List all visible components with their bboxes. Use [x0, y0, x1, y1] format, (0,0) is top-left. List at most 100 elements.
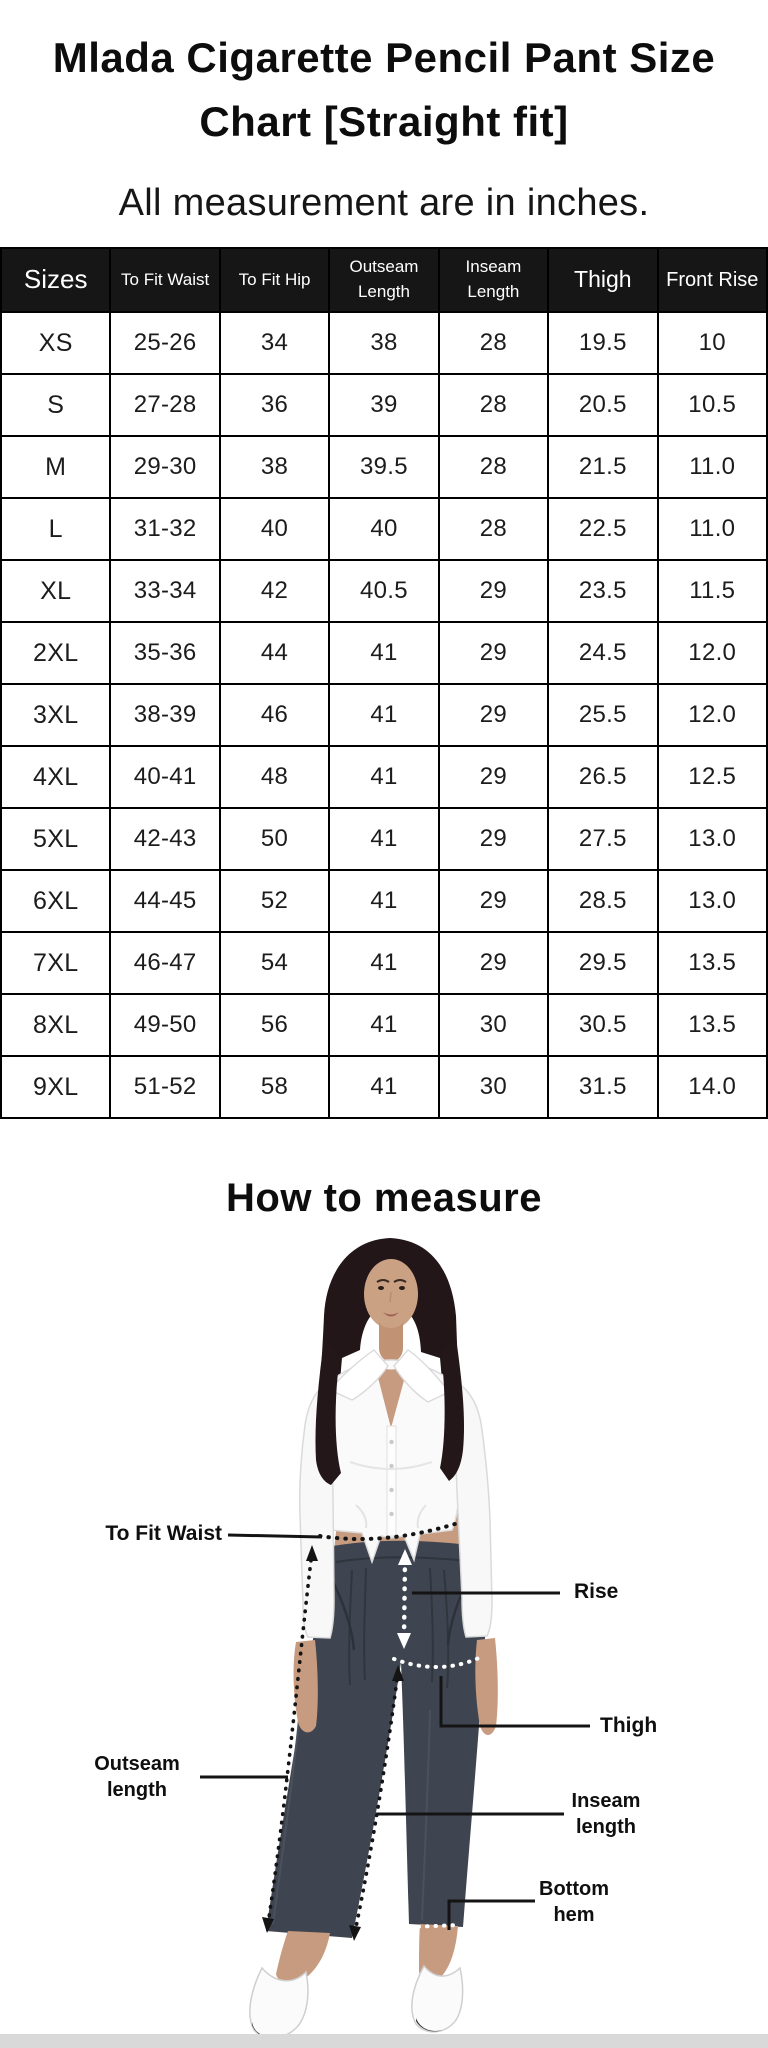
measurement-value: 28.5	[547, 869, 659, 933]
measurement-value: 25.5	[547, 683, 659, 747]
measurement-value: 29	[437, 745, 550, 809]
measurement-value: 50	[218, 807, 331, 871]
size-label: 9XL	[0, 1055, 112, 1119]
measurement-value: 23.5	[547, 559, 659, 623]
measurement-value: 41	[328, 621, 440, 685]
to-fit-waist-label: To Fit Waist	[105, 1522, 222, 1545]
size-label: S	[0, 373, 112, 437]
measurement-value: 24.5	[547, 621, 659, 685]
measurement-value: 46	[218, 683, 331, 747]
size-label: 4XL	[0, 745, 112, 809]
size-label: 2XL	[0, 621, 112, 685]
size-label: 7XL	[0, 931, 112, 995]
ankles	[276, 1924, 458, 1985]
measurement-value: 38-39	[109, 683, 221, 747]
measurement-value: 36	[218, 373, 331, 437]
measurement-value: 29	[437, 931, 550, 995]
measurement-value: 26.5	[547, 745, 659, 809]
inseam-length-label: Inseam length	[571, 1790, 641, 1838]
header-row: Sizes To Fit Waist To Fit Hip Outseam Lengt…	[0, 247, 768, 313]
thigh-label: Thigh	[600, 1714, 658, 1737]
measurement-value: 19.5	[547, 311, 659, 375]
table-row-4xl: 4XL 40-41 48 41 29 26.5 12.5	[0, 745, 768, 809]
pants	[266, 1540, 486, 1938]
measurement-value: 41	[328, 993, 440, 1057]
column-header-outseam-length: Outseam Length	[328, 247, 440, 313]
measurement-value: 13.5	[656, 931, 768, 995]
measurement-value: 29	[437, 807, 550, 871]
measurement-value: 52	[218, 869, 331, 933]
table-row-xl: XL 33-34 42 40.5 29 23.5 11.5	[0, 559, 768, 623]
measurement-value: 51-52	[109, 1055, 221, 1119]
measurement-value: 13.5	[656, 993, 768, 1057]
column-header-inseam-length: Inseam Length	[437, 247, 550, 313]
bottom-hem-dotted-line	[408, 1923, 462, 1929]
table-row-3xl: 3XL 38-39 46 41 29 25.5 12.0	[0, 683, 768, 747]
measurement-value: 40	[218, 497, 331, 561]
table-row-5xl: 5XL 42-43 50 41 29 27.5 13.0	[0, 807, 768, 871]
measurement-value: 11.5	[656, 559, 768, 623]
measurement-value: 40	[328, 497, 440, 561]
measurement-value: 28	[437, 373, 550, 437]
table-row-7xl: 7XL 46-47 54 41 29 29.5 13.5	[0, 931, 768, 995]
measurement-value: 41	[328, 931, 440, 995]
measurement-value: 42	[218, 559, 331, 623]
size-label: 3XL	[0, 683, 112, 747]
table-row-8xl: 8XL 49-50 56 41 30 30.5 13.5	[0, 993, 768, 1057]
measurement-value: 58	[218, 1055, 331, 1119]
measurement-value: 54	[218, 931, 331, 995]
table-row-9xl: 9XL 51-52 58 41 30 31.5 14.0	[0, 1055, 768, 1119]
hair-front-strands	[315, 1338, 465, 1485]
thigh-dotted-line	[392, 1655, 483, 1669]
column-header-to-fit-waist: To Fit Waist	[109, 247, 221, 313]
size-label: 8XL	[0, 993, 112, 1057]
rise-label: Rise	[574, 1580, 619, 1603]
bottom-hem-label: Bottom hem	[539, 1878, 609, 1926]
measurement-value: 27.5	[547, 807, 659, 871]
measurement-value: 13.0	[656, 869, 768, 933]
waist-dotted-line	[318, 1521, 460, 1541]
table-row-6xl: 6XL 44-45 52 41 29 28.5 13.0	[0, 869, 768, 933]
label-connectors	[200, 1533, 590, 1930]
column-header-thigh: Thigh	[547, 247, 659, 313]
size-chart-header: Sizes To Fit Waist To Fit Hip Outseam Lengt…	[0, 247, 768, 313]
inseam-dotted-line	[349, 1665, 404, 1941]
bottom-bar	[0, 2034, 768, 2048]
subtitle: All measurement are in inches.	[118, 182, 650, 224]
measurement-value: 30.5	[547, 993, 659, 1057]
measurement-value: 41	[328, 683, 440, 747]
measurement-value: 48	[218, 745, 331, 809]
measurement-value: 29	[437, 621, 550, 685]
measurement-value: 12.0	[656, 683, 768, 747]
measurement-value: 31-32	[109, 497, 221, 561]
measurement-value: 35-36	[109, 621, 221, 685]
measurement-value: 46-47	[109, 931, 221, 995]
measurement-value: 11.0	[656, 435, 768, 499]
measurement-value: 30	[437, 1055, 550, 1119]
measurement-value: 14.0	[656, 1055, 768, 1119]
heels	[249, 1964, 464, 2035]
face	[363, 1255, 419, 1362]
measurement-value: 44	[218, 621, 331, 685]
measurement-figure: To Fit Waist Rise Thigh Outseam length I…	[0, 1230, 768, 2035]
measurement-value: 33-34	[109, 559, 221, 623]
size-label: XS	[0, 311, 112, 375]
how-to-measure-title: How to measure	[226, 1176, 542, 1220]
size-label: 6XL	[0, 869, 112, 933]
measurement-value: 10.5	[656, 373, 768, 437]
measurement-value: 22.5	[547, 497, 659, 561]
measurement-value: 12.0	[656, 621, 768, 685]
measurement-value: 41	[328, 869, 440, 933]
size-label: L	[0, 497, 112, 561]
measurement-value: 25-26	[109, 311, 221, 375]
size-chart-body: XS 25-26 34 38 28 19.5 10 S 27-28 36 39 28 20.5 10.5 M…	[0, 311, 768, 1119]
measurement-value: 28	[437, 311, 550, 375]
measurement-value: 41	[328, 807, 440, 871]
measurement-value: 13.0	[656, 807, 768, 871]
measurement-value: 27-28	[109, 373, 221, 437]
table-row-m: M 29-30 38 39.5 28 21.5 11.0	[0, 435, 768, 499]
measurement-value: 39.5	[328, 435, 440, 499]
measurement-value: 20.5	[547, 373, 659, 437]
measurement-value: 28	[437, 497, 550, 561]
table-row-s: S 27-28 36 39 28 20.5 10.5	[0, 373, 768, 437]
